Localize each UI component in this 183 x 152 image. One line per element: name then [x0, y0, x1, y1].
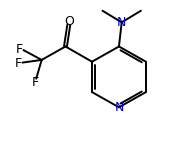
- Text: N: N: [117, 16, 126, 29]
- Text: F: F: [32, 76, 39, 89]
- Text: F: F: [16, 43, 23, 56]
- Text: N: N: [114, 101, 124, 114]
- Text: O: O: [64, 15, 74, 28]
- Text: F: F: [15, 57, 22, 70]
